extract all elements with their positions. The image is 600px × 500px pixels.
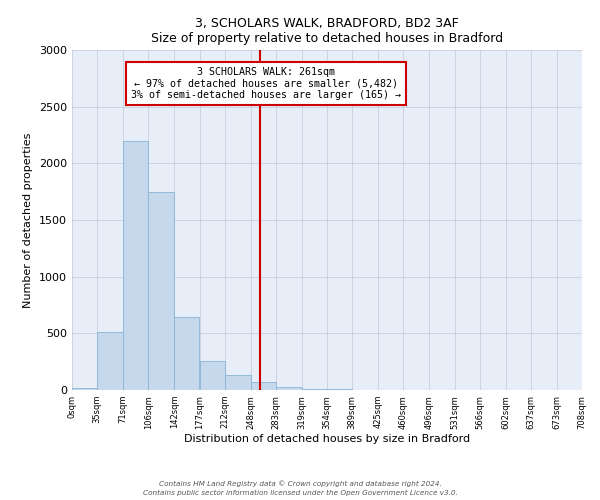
Bar xyxy=(72,388,97,390)
Bar xyxy=(302,389,327,390)
Title: 3, SCHOLARS WALK, BRADFORD, BD2 3AF
Size of property relative to detached houses: 3, SCHOLARS WALK, BRADFORD, BD2 3AF Size… xyxy=(151,16,503,44)
Bar xyxy=(174,318,199,390)
Bar xyxy=(148,192,174,390)
Text: 3 SCHOLARS WALK: 261sqm
← 97% of detached houses are smaller (5,482)
3% of semi-: 3 SCHOLARS WALK: 261sqm ← 97% of detache… xyxy=(131,67,401,100)
Text: Contains HM Land Registry data © Crown copyright and database right 2024.
Contai: Contains HM Land Registry data © Crown c… xyxy=(143,480,457,496)
Bar xyxy=(123,140,148,390)
Bar xyxy=(97,332,123,390)
Bar xyxy=(225,376,251,390)
Bar xyxy=(199,360,225,390)
X-axis label: Distribution of detached houses by size in Bradford: Distribution of detached houses by size … xyxy=(184,434,470,444)
Bar xyxy=(276,386,302,390)
Y-axis label: Number of detached properties: Number of detached properties xyxy=(23,132,34,308)
Bar xyxy=(251,382,276,390)
